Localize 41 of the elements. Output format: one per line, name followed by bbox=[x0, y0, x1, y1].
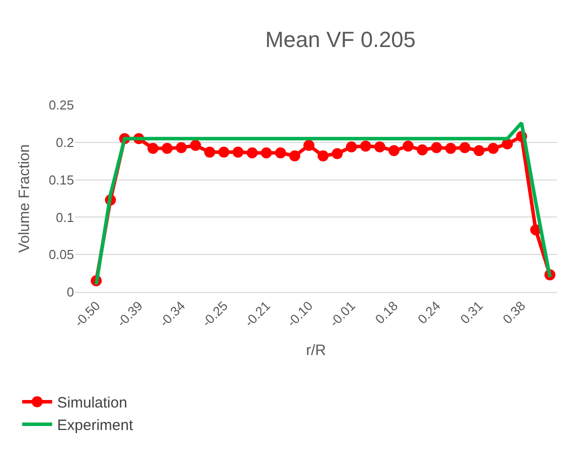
point bbox=[388, 145, 400, 156]
point bbox=[303, 140, 314, 151]
point bbox=[488, 142, 499, 154]
point bbox=[289, 150, 300, 162]
point bbox=[204, 146, 216, 158]
x-tick-label: 0.24 bbox=[414, 298, 444, 327]
point bbox=[459, 142, 470, 154]
point bbox=[402, 140, 414, 152]
x-tick-label: 0.38 bbox=[500, 298, 528, 327]
y-tick-label: 0.25 bbox=[48, 98, 74, 113]
point bbox=[346, 141, 357, 152]
y-tick-label: 0.1 bbox=[56, 210, 74, 225]
x-axis-title: r/R bbox=[306, 342, 326, 359]
legend-label: Experiment bbox=[57, 417, 134, 434]
point bbox=[332, 148, 343, 160]
y-tick-label: 0.05 bbox=[48, 247, 74, 262]
point bbox=[232, 146, 244, 158]
point bbox=[445, 142, 456, 154]
x-tick-label: 0.31 bbox=[457, 298, 486, 327]
point bbox=[374, 141, 386, 152]
legend-label: Simulation bbox=[57, 394, 128, 412]
point bbox=[190, 140, 201, 151]
point bbox=[162, 142, 173, 154]
point bbox=[416, 144, 428, 156]
point bbox=[318, 150, 329, 162]
point bbox=[431, 142, 442, 154]
chart-title: Mean VF 0.205 bbox=[265, 27, 416, 52]
point bbox=[360, 140, 372, 152]
point bbox=[218, 146, 230, 158]
point bbox=[260, 147, 272, 158]
y-axis-title: Volume Fraction bbox=[16, 144, 33, 253]
point bbox=[246, 147, 258, 158]
point bbox=[176, 142, 187, 154]
point bbox=[502, 138, 513, 150]
y-tick-label: 0 bbox=[66, 284, 74, 300]
point bbox=[147, 142, 158, 154]
y-tick-label: 0.2 bbox=[56, 134, 74, 150]
point bbox=[474, 145, 485, 156]
point bbox=[275, 147, 286, 158]
y-tick-label: 0.15 bbox=[48, 172, 74, 188]
x-tick-label: 0.18 bbox=[372, 298, 401, 327]
